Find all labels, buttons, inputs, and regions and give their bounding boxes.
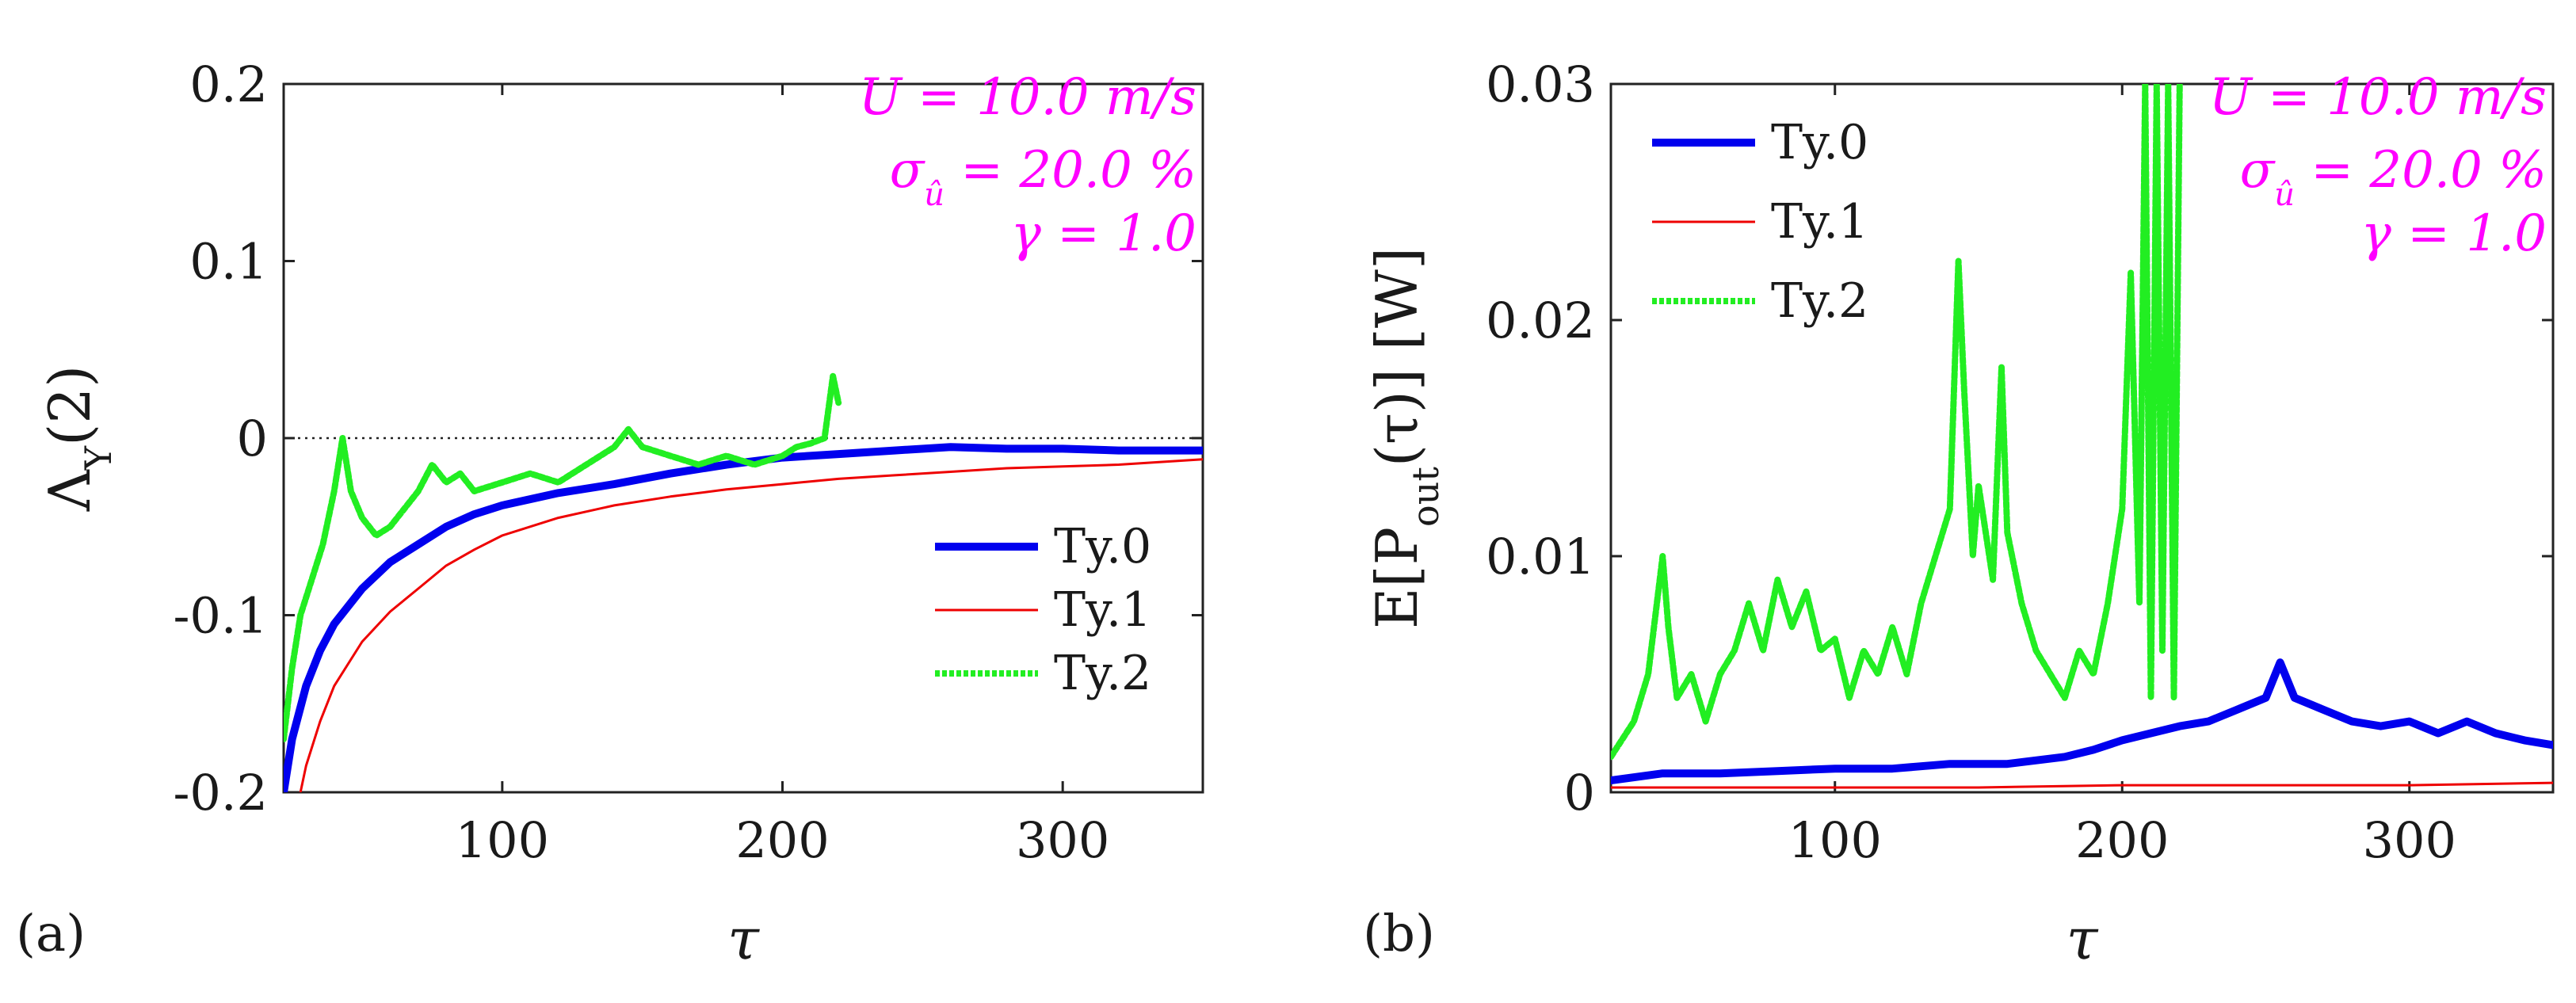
x-tick-label: 300 <box>2363 811 2456 869</box>
legend-label-ty-1: Ty.1 <box>1054 582 1151 638</box>
series-group <box>284 372 1203 792</box>
x-tick-label: 200 <box>2075 811 2169 869</box>
plot-frame <box>282 82 1204 794</box>
annotation-wind-speed: U = 10.0 m/s <box>2209 68 2547 127</box>
legend-label-ty-1: Ty.1 <box>1771 194 1868 250</box>
x-axis-label: τ <box>727 906 760 972</box>
y-axis-label: ΛΥ(2) <box>36 365 120 512</box>
panel-label: (b) <box>1363 905 1435 963</box>
annotation-sigma-value: = 20.0 % <box>2295 141 2547 200</box>
y-tick-label: 0.1 <box>189 233 268 291</box>
series-group <box>1611 84 2553 789</box>
x-tick-label: 100 <box>456 811 549 869</box>
annotation-gamma: γ = 1.0 <box>1011 204 1196 263</box>
annotation-wind-speed: U = 10.0 m/s <box>859 68 1196 127</box>
y-tick-label: 0 <box>1564 764 1595 822</box>
y-axis-label-subscript: Υ <box>77 445 120 471</box>
y-axis-label-main: E[P <box>1364 527 1430 629</box>
series-line-ty-1 <box>299 458 1203 792</box>
y-axis-label-subscript: out <box>1404 467 1447 527</box>
series-line-ty-0 <box>284 443 1203 792</box>
annotation-sigma-symbol: σ <box>890 141 926 200</box>
y-tick-label: 0.02 <box>1486 292 1595 349</box>
x-tick-label: 100 <box>1788 811 1882 869</box>
series-line-ty-2 <box>1611 84 2183 761</box>
legend-label-ty-2: Ty.2 <box>1054 646 1151 701</box>
panel-b: 100 200 300 0 0.01 0.02 0.03 Ty.0 Ty.1 Ty.2 U = 10… <box>1363 55 2555 972</box>
y-tick-label: 0.2 <box>189 55 268 113</box>
series-line-ty-0 <box>1611 658 2553 785</box>
y-tick-label: -0.2 <box>173 764 268 822</box>
legend-label-ty-0: Ty.0 <box>1771 115 1868 170</box>
y-axis-label: E[Pout(τ)] [W] <box>1364 247 1447 629</box>
annotation-sigma-subscript: û <box>2274 177 2295 213</box>
annotation-sigma-symbol: σ <box>2240 141 2276 200</box>
annotation-gamma: γ = 1.0 <box>2361 204 2547 263</box>
annotation-sigma: σû = 20.0 % <box>890 141 1196 213</box>
y-tick-label: 0.03 <box>1486 55 1595 113</box>
series-line-ty-1 <box>1611 781 2553 789</box>
legend-label-ty-2: Ty.2 <box>1771 273 1868 329</box>
legend-label-ty-0: Ty.0 <box>1054 519 1151 574</box>
y-tick-label: 0.01 <box>1486 528 1595 585</box>
plot-frame <box>1609 82 2555 794</box>
x-tick-label: 300 <box>1016 811 1109 869</box>
y-axis-label-suffix: (τ)] [W] <box>1364 247 1430 467</box>
y-axis-label-main: Λ <box>36 469 103 512</box>
annotation-sigma-subscript: û <box>924 177 945 213</box>
y-tick-label: -0.1 <box>173 587 268 645</box>
panel-label: (a) <box>16 905 86 963</box>
panel-a: 100 200 300 -0.2 -0.1 0 0.1 0.2 Ty.0 Ty.1 Ty.2 U = … <box>16 55 1204 972</box>
y-axis-label-suffix: (2) <box>36 365 103 446</box>
x-axis-label: τ <box>2067 906 2099 972</box>
annotation-sigma-value: = 20.0 % <box>945 141 1196 200</box>
x-tick-label: 200 <box>735 811 829 869</box>
y-tick-label: 0 <box>237 410 268 467</box>
series-line-ty-2 <box>284 372 842 742</box>
annotation-sigma: σû = 20.0 % <box>2240 141 2547 213</box>
